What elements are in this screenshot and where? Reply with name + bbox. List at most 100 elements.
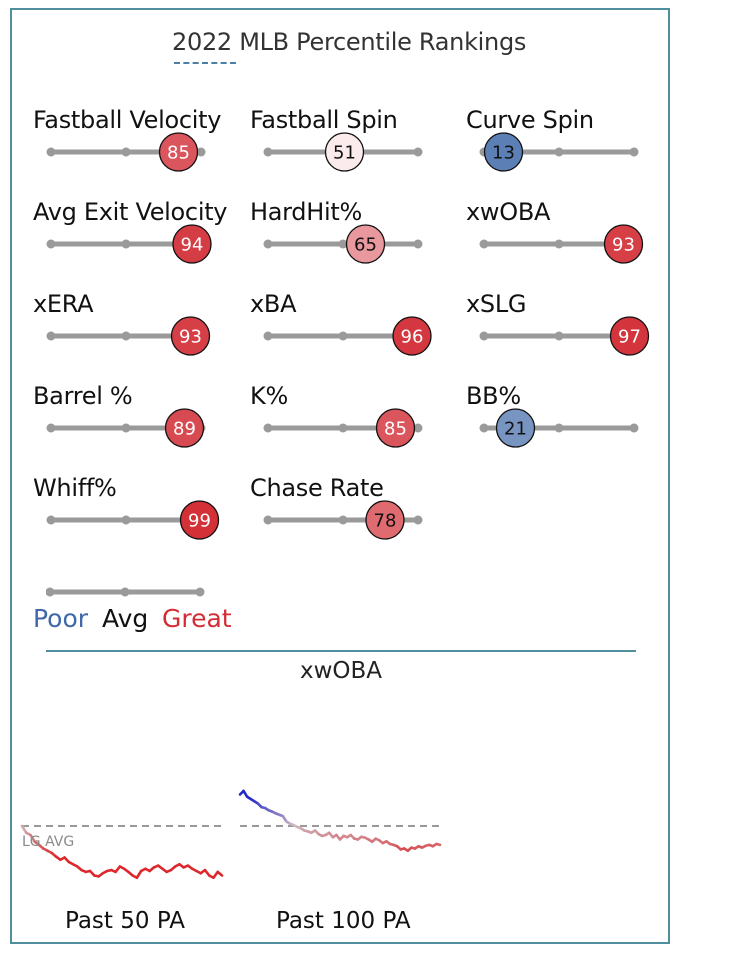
- slider-tick-poor: [479, 331, 489, 341]
- percentile-value: 65: [354, 235, 377, 256]
- percentile-marker: [375, 408, 416, 448]
- metric-xba: xBA 96: [250, 290, 450, 370]
- percentile-slider: 78: [263, 500, 423, 540]
- slider-tick-avg: [338, 331, 348, 341]
- trend-segment: [29, 833, 37, 844]
- slider-tick-avg: [121, 147, 131, 157]
- slider-tick-poor: [263, 515, 273, 525]
- metric-label: Whiff%: [33, 474, 117, 502]
- slider-tick-great: [196, 147, 206, 157]
- metric-label: BB%: [466, 382, 521, 410]
- metric-fastball-velocity: Fastball Velocity 85: [33, 106, 233, 186]
- page-title: 2022 MLB Percentile Rankings: [172, 28, 527, 56]
- slider-tick-great: [413, 147, 423, 157]
- slider-tick-great: [413, 239, 423, 249]
- metric-label: Barrel %: [33, 382, 133, 410]
- slider-tick-avg: [121, 239, 131, 249]
- percentile-slider: 94: [46, 224, 212, 264]
- slider-tick-avg: [121, 331, 131, 341]
- percentile-marker: [483, 132, 524, 172]
- percentile-marker: [609, 316, 650, 356]
- legend-tick-avg: [120, 587, 130, 597]
- metric-hardhit: HardHit% 65: [250, 198, 450, 278]
- trend-panel-50: LG AVG: [20, 824, 224, 880]
- slider-tick-poor: [46, 515, 56, 525]
- percentile-marker: [172, 224, 212, 264]
- percentile-slider: 99: [46, 500, 220, 540]
- legend-tick-poor: [46, 587, 55, 597]
- percentile-value: 96: [401, 327, 424, 348]
- trend-panel-100: [238, 789, 442, 853]
- slider-tick-poor: [46, 331, 56, 341]
- metric-chase-rate: Chase Rate 78: [250, 474, 450, 554]
- slider-tick-avg: [554, 423, 564, 433]
- percentile-marker: [158, 132, 199, 172]
- slider-tick-poor: [263, 331, 273, 341]
- slider-tick-poor: [479, 423, 489, 433]
- percentile-slider: 85: [46, 132, 206, 172]
- percentile-value: 99: [188, 511, 211, 532]
- slider-tick-avg: [554, 331, 564, 341]
- legend-poor: Poor: [33, 604, 89, 633]
- percentile-slider: 51: [263, 132, 423, 172]
- percentile-value: 21: [504, 419, 527, 440]
- percentile-slider: 21: [479, 408, 639, 448]
- title-underline: [174, 62, 236, 64]
- metric-label: K%: [250, 382, 288, 410]
- metric-bb: BB% 21: [466, 382, 666, 462]
- slider-tick-avg: [338, 515, 348, 525]
- slider-tick-poor: [263, 147, 273, 157]
- percentile-slider: 96: [263, 316, 432, 356]
- percentile-marker: [164, 408, 205, 448]
- percentile-marker: [365, 500, 405, 540]
- slider-tick-great: [629, 423, 639, 433]
- percentile-value: 89: [173, 419, 196, 440]
- legend-slider: [46, 587, 205, 597]
- trend-label-100: Past 100 PA: [276, 908, 411, 934]
- percentile-value: 13: [492, 143, 515, 164]
- percentile-marker: [170, 316, 211, 356]
- legend-avg: Avg: [102, 604, 149, 633]
- metric-xwoba: xwOBA 93: [466, 198, 666, 278]
- percentile-slider: 93: [479, 224, 644, 264]
- slider-tick-avg: [554, 147, 564, 157]
- percentile-slider: 93: [46, 316, 211, 356]
- metric-label: xSLG: [466, 290, 527, 318]
- slider-tick-poor: [46, 239, 56, 249]
- slider-tick-great: [413, 423, 423, 433]
- percentile-slider: 85: [263, 408, 423, 448]
- metric-label: Avg Exit Velocity: [33, 198, 228, 226]
- metric-label: xBA: [250, 290, 297, 318]
- slider-tick-poor: [263, 423, 273, 433]
- slider-tick-avg: [338, 423, 348, 433]
- slider-tick-avg: [554, 239, 564, 249]
- metric-xera: xERA 93: [33, 290, 233, 370]
- percentile-value: 78: [374, 511, 397, 532]
- slider-tick-poor: [479, 239, 489, 249]
- metric-label: xERA: [33, 290, 94, 318]
- percentile-marker: [392, 316, 432, 356]
- metric-curve-spin: Curve Spin 13: [466, 106, 666, 186]
- metric-xslg: xSLG 97: [466, 290, 666, 370]
- metric-label: Curve Spin: [466, 106, 594, 134]
- percentile-marker: [324, 132, 365, 172]
- metric-whiff: Whiff% 99: [33, 474, 233, 554]
- slider-tick-avg: [338, 239, 348, 249]
- league-average-label: LG AVG: [22, 834, 74, 850]
- metric-k: K% 85: [250, 382, 450, 462]
- trend-segment: [135, 869, 143, 880]
- xwoba-trend-chart: LG AVG: [20, 789, 442, 880]
- percentile-value: 97: [618, 327, 641, 348]
- trend-segment: [20, 824, 28, 835]
- slider-tick-great: [413, 515, 423, 525]
- slider-tick-avg: [121, 423, 131, 433]
- metric-label: xwOBA: [466, 198, 551, 226]
- slider-tick-poor: [263, 239, 273, 249]
- percentile-marker: [179, 500, 220, 540]
- trend-title: xwOBA: [299, 658, 383, 684]
- percentile-slider: 97: [479, 316, 650, 356]
- percentile-marker: [495, 408, 536, 448]
- legend-great: Great: [162, 604, 232, 633]
- percentile-slider: 13: [479, 132, 639, 172]
- slider-tick-poor: [46, 423, 56, 433]
